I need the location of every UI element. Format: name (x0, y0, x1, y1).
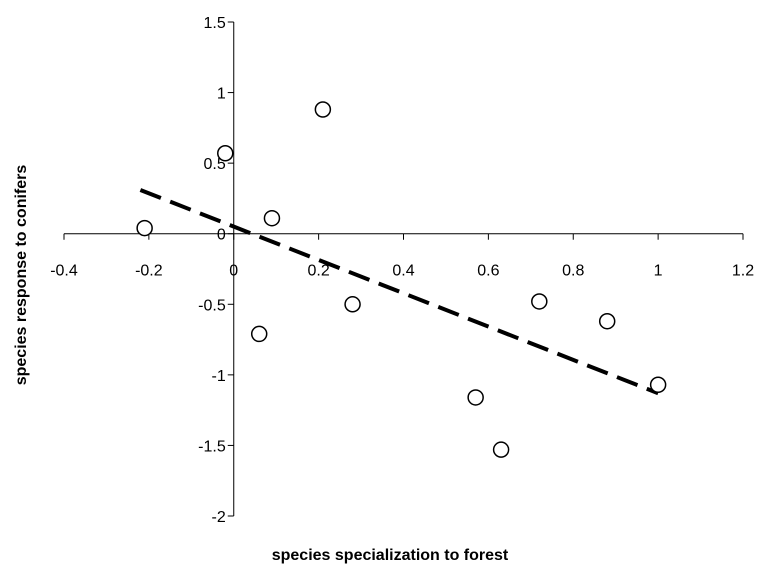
x-tick-label: 0.6 (477, 263, 499, 280)
y-tick-label: -1 (212, 368, 226, 385)
x-tick-label: 0.2 (308, 263, 330, 280)
x-ticks: -0.4 -0.2 0 0.2 0.4 0.6 0.8 1 1.2 (50, 233, 754, 280)
x-axis-title: species specialization to forest (272, 547, 509, 564)
y-ticks: -2 -1.5 -1 -0.5 0 0.5 1 1.5 (198, 15, 234, 526)
x-tick-label: -0.4 (50, 263, 78, 280)
y-tick-label: -0.5 (198, 297, 226, 314)
y-tick-label: 1.5 (204, 15, 226, 32)
data-point (467, 389, 484, 406)
data-point (314, 101, 332, 118)
data-point (263, 209, 281, 227)
x-tick-label: 1 (654, 263, 663, 280)
x-tick-label: 1.2 (732, 263, 754, 280)
data-point (492, 441, 510, 458)
data-point (649, 376, 667, 393)
data-point (598, 312, 616, 330)
y-tick-label: 1 (217, 86, 226, 103)
y-tick-label: -2 (212, 509, 226, 526)
trendline-layer (139, 188, 659, 396)
y-tick-label: -1.5 (198, 438, 226, 455)
data-point (217, 145, 234, 162)
y-tick-label: 0.5 (204, 156, 226, 173)
data-point (531, 293, 548, 310)
x-tick-label: 0 (229, 263, 238, 280)
x-tick-label: -0.2 (135, 263, 163, 280)
data-points (136, 101, 667, 458)
x-tick-label: 0.4 (392, 263, 414, 280)
x-tick-label: 0.8 (562, 263, 584, 280)
y-axis-title: species response to conifers (13, 165, 30, 386)
data-point (250, 325, 268, 343)
y-tick-label: 0 (217, 227, 226, 244)
data-point (136, 219, 153, 237)
trendline (139, 188, 659, 396)
data-point (344, 296, 361, 313)
